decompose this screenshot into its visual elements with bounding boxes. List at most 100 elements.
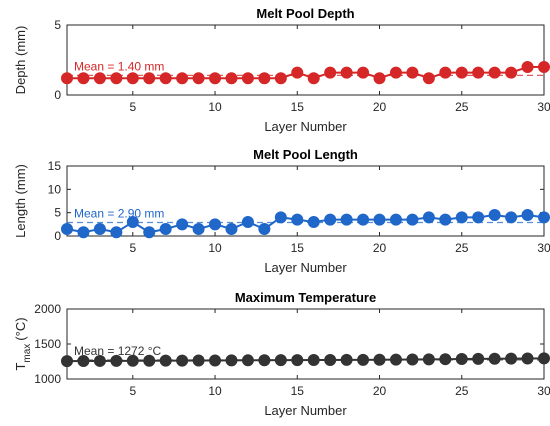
axes-box <box>66 24 545 96</box>
data-point <box>357 66 370 79</box>
data-point <box>521 209 534 221</box>
data-point <box>274 211 287 224</box>
data-point <box>241 216 254 228</box>
data-point <box>422 353 435 366</box>
data-point <box>77 72 90 85</box>
chart-panel-1: Melt Pool Depth 5 10 15 20 25 30 0 5 Layer Number… <box>13 6 550 134</box>
data-point <box>340 353 353 366</box>
data-point <box>258 223 271 235</box>
data-point <box>93 72 106 85</box>
y-axis-label-subscript: max <box>22 344 33 363</box>
x-tick-label: 30 <box>537 100 550 114</box>
y-tick-label: 10 <box>48 182 62 196</box>
data-point <box>357 213 370 226</box>
x-tick-label: 25 <box>455 384 469 398</box>
data-point <box>77 226 90 239</box>
data-point <box>538 61 550 73</box>
x-tick-label: 10 <box>208 384 222 398</box>
x-axis-label: Layer Number <box>264 119 347 134</box>
data-point <box>61 72 73 85</box>
x-tick-label: 30 <box>537 384 550 398</box>
chart-title: Melt Pool Depth <box>256 6 354 21</box>
mean-annotation: Mean = 1.40 mm <box>74 59 164 73</box>
data-point <box>538 211 550 224</box>
data-point <box>176 354 189 367</box>
data-point <box>61 355 73 368</box>
data-point <box>209 354 222 367</box>
y-axis-label-main: T <box>13 363 28 371</box>
data-point <box>143 72 156 85</box>
data-point <box>439 66 452 79</box>
data-point <box>472 66 485 79</box>
data-point <box>225 72 238 85</box>
data-point <box>389 66 402 79</box>
chart-panel-2: Melt Pool Length 5 10 15 20 25 30 0 5 10 15 Layer N… <box>13 147 550 275</box>
data-point <box>439 213 452 226</box>
data-point <box>291 66 304 79</box>
data-point <box>472 211 485 224</box>
data-point <box>291 354 304 367</box>
x-tick-label: 10 <box>208 100 222 114</box>
data-point <box>439 353 452 366</box>
data-point <box>307 354 320 367</box>
data-point <box>209 218 222 231</box>
chart-title: Melt Pool Length <box>253 147 358 162</box>
data-point <box>373 213 386 226</box>
data-point <box>521 352 534 365</box>
data-point <box>291 213 304 226</box>
data-point <box>324 66 337 79</box>
y-tick-label: 0 <box>54 88 61 102</box>
data-point <box>307 72 320 85</box>
data-point <box>110 72 123 85</box>
data-point <box>472 352 485 365</box>
data-point <box>389 213 402 226</box>
data-point <box>93 354 106 367</box>
data-point <box>389 353 402 366</box>
data-point <box>373 72 386 85</box>
data-point <box>422 72 435 85</box>
data-point <box>324 353 337 366</box>
data-point <box>538 352 550 365</box>
plot-area <box>67 309 544 379</box>
data-point <box>488 66 501 79</box>
data-point <box>340 66 353 79</box>
data-point <box>258 354 271 367</box>
data-point <box>455 66 468 79</box>
data-point <box>505 66 518 79</box>
data-point <box>488 209 501 221</box>
chart-title: Maximum Temperature <box>235 290 376 305</box>
axes-box <box>66 308 545 380</box>
mean-annotation: Mean = 2.90 mm <box>74 206 164 220</box>
data-point <box>126 72 139 85</box>
data-point <box>159 223 172 235</box>
data-point <box>324 213 337 226</box>
x-tick-label: 5 <box>129 241 136 255</box>
y-tick-label: 1000 <box>34 372 61 386</box>
data-point <box>340 213 353 226</box>
y-axis-label: Tmax (°C) <box>13 317 33 370</box>
x-tick-label: 20 <box>373 100 387 114</box>
x-axis-label: Layer Number <box>264 403 347 418</box>
chart-panel-3: Maximum Temperature 5 10 15 20 25 30 1000 1500 20… <box>13 290 550 418</box>
plot-area <box>67 166 544 236</box>
data-point <box>110 354 123 367</box>
y-tick-label: 5 <box>54 206 61 220</box>
data-point <box>406 353 419 366</box>
data-point <box>209 72 222 85</box>
x-axis-label: Layer Number <box>264 260 347 275</box>
data-point <box>176 218 189 231</box>
data-point <box>258 72 271 85</box>
data-point <box>77 355 90 368</box>
axes-box <box>66 165 545 237</box>
data-point <box>241 354 254 367</box>
data-point <box>373 353 386 366</box>
data-point <box>225 354 238 367</box>
data-point <box>274 72 287 85</box>
y-axis-label: Length (mm) <box>13 164 28 238</box>
data-point <box>455 211 468 224</box>
data-point <box>192 72 205 85</box>
data-point <box>241 72 254 85</box>
data-point <box>406 213 419 226</box>
x-tick-label: 15 <box>291 384 305 398</box>
